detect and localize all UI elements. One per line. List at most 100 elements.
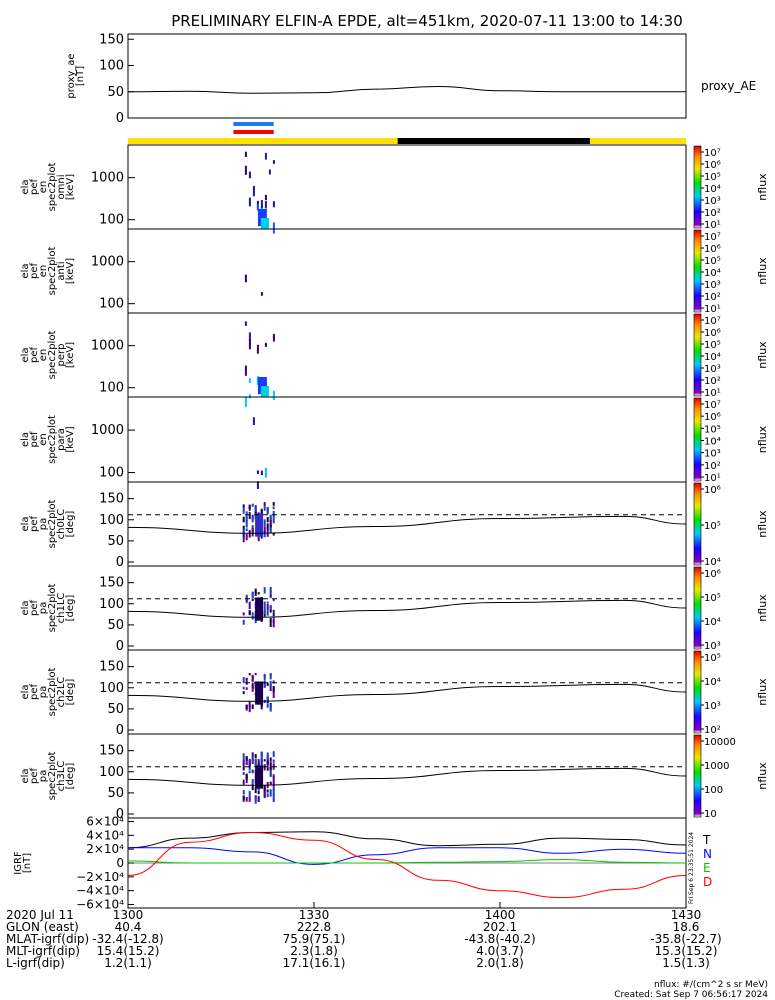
pitch-angle-pixel [266,610,269,616]
pitch-angle-pixel [257,790,260,795]
pitch-angle-pixel [242,506,245,514]
spectrogram-ytick-label: 1000 [91,255,124,270]
colorbar-tick-label: 10³ [704,196,721,207]
colorbar-tick-label: 10² [704,461,721,472]
pitch-angle-pixel [269,757,272,762]
spectrogram-pixel [272,222,275,234]
footer-value: 1.5(1.3) [662,956,710,970]
pitch-angle-pixel [251,779,254,786]
pitch-angle-pixel [266,601,269,604]
pitch-angle-pixel [248,610,251,616]
proxy-ae-legend: proxy_AE [701,79,756,93]
pitch-angle-pixel [269,781,272,785]
footer-value: 1300 [113,908,144,922]
spectrogram-pixel [272,336,275,342]
pitch-angle-pixel [245,756,248,762]
colorbar-tick-label: 10 [704,809,717,820]
pitch-angle-pixel [245,777,248,780]
pitch-angle-pixel [272,759,275,763]
pitch-angle-pixel [254,796,257,804]
spectrogram-frame [127,396,687,483]
pitch-angle-pixel [260,701,263,710]
colorbar-label: nflux [756,257,769,285]
colorbar-tick-label: 10⁶ [704,485,721,496]
colorbar-tick-label: 10⁶ [704,569,721,580]
anti-loss-cone-solid [127,767,687,786]
footer-row-label: MLT-igrf(dip) [6,944,80,958]
pitch-angle-pixel [269,771,272,777]
spectrogram-pixel [256,204,259,211]
igrf-series-E [127,858,687,864]
pitch-angle-ytick-label: 50 [107,534,124,549]
footer-value: 2.0(1.8) [476,956,524,970]
pitch-angle-pixel [263,530,266,538]
spectrogram-ylabel: elapefenspec2plotperp[keV] [20,331,76,380]
spectrogram-pixel [248,171,251,179]
pitch-angle-pixel [245,519,248,528]
pitch-angle-pixel [254,673,257,676]
ylabel-line: pef [29,600,40,617]
colorbar-tick-label: 10⁷ [704,232,721,243]
pitch-angle-ytick-label: 150 [99,492,124,507]
ylabel-line: [nT] [75,66,86,86]
colorbar-label: nflux [756,594,769,622]
pitch-angle-pixel [248,673,251,676]
anti-loss-cone-solid [127,515,687,534]
energy-spectrogram-panels: 1001000elapefenspec2plotomni[keV]1001000… [20,144,687,489]
pitch-angle-pixel [269,525,272,531]
spectrogram-ylabel: elapefenspec2plotpara[keV] [20,415,76,464]
pitch-angle-pixel [251,503,254,507]
pitch-angle-pixel [242,516,245,522]
spectrogram-frame [127,228,687,314]
pitch-angle-pixel [266,789,269,793]
pitch-angle-pixel [242,504,245,508]
ylabel-line: para [56,428,67,451]
proxy-ae-ytick-label: 0 [116,111,124,126]
pitch-angle-pixel [251,683,254,688]
ylabel-line: pef [29,263,40,280]
igrf-legend-E: E [703,861,711,875]
colorbar-label: nflux [756,678,769,706]
pitch-angle-ytick-label: 50 [107,702,124,717]
spectrogram-pixel [264,342,267,347]
pitch-angle-pixel [266,517,269,523]
pitch-angle-pixel [242,525,245,531]
anti-loss-cone-solid [127,599,687,618]
pitch-angle-pixel [269,620,272,627]
pitch-angle-pixel [269,594,272,597]
footer-value: -32.4(-12.8) [92,932,163,946]
pitch-angle-pixel [251,598,254,601]
pitch-angle-pixel [260,757,263,766]
igrf-timestamp: Fri Sep 6 23:35:51 2024 [688,832,695,904]
ylabel-line: ela [20,179,31,194]
igrf-series-T [127,831,687,849]
pitch-angle-pixel [257,592,260,595]
spectrogram-core [260,385,269,397]
ylabel-line: pa [38,770,49,782]
colorbar [693,566,702,650]
pitch-angle-pixel [245,533,248,541]
ylabel-line: [deg] [65,679,76,706]
pitch-angle-pixel [245,687,248,690]
pitch-angle-pixel [257,797,260,802]
pitch-angle-pixel [266,793,269,798]
pitch-angle-pixel [245,594,248,601]
spectrogram-pixel [248,394,251,399]
footer-value: 1330 [299,908,330,922]
igrf-ytick-label: −2×10⁴ [76,870,124,884]
spectrogram-pixel [244,365,247,376]
footer-row-label: MLAT-igrf(dip) [6,932,89,946]
colorbar-tick-label: 10⁴ [704,268,721,279]
ylabel-line: ch2LC [56,677,67,708]
ylabel-line: [keV] [65,342,76,368]
colorbars: 10¹10²10³10⁴10⁵10⁶10⁷nflux10¹10²10³10⁴10… [693,145,769,820]
pitch-angle-pixel [251,527,254,534]
spectrogram-pixel [272,160,275,164]
spectrogram-pixel [252,185,255,197]
pitch-angle-pixel [242,686,245,690]
colorbar-tick-label: 10⁶ [704,160,721,171]
colorbar-tick-label: 10⁴ [704,184,721,195]
ylabel-line: spec2plot [47,584,58,633]
pitch-angle-pixel [272,788,275,796]
footer-value: 1430 [671,908,702,922]
